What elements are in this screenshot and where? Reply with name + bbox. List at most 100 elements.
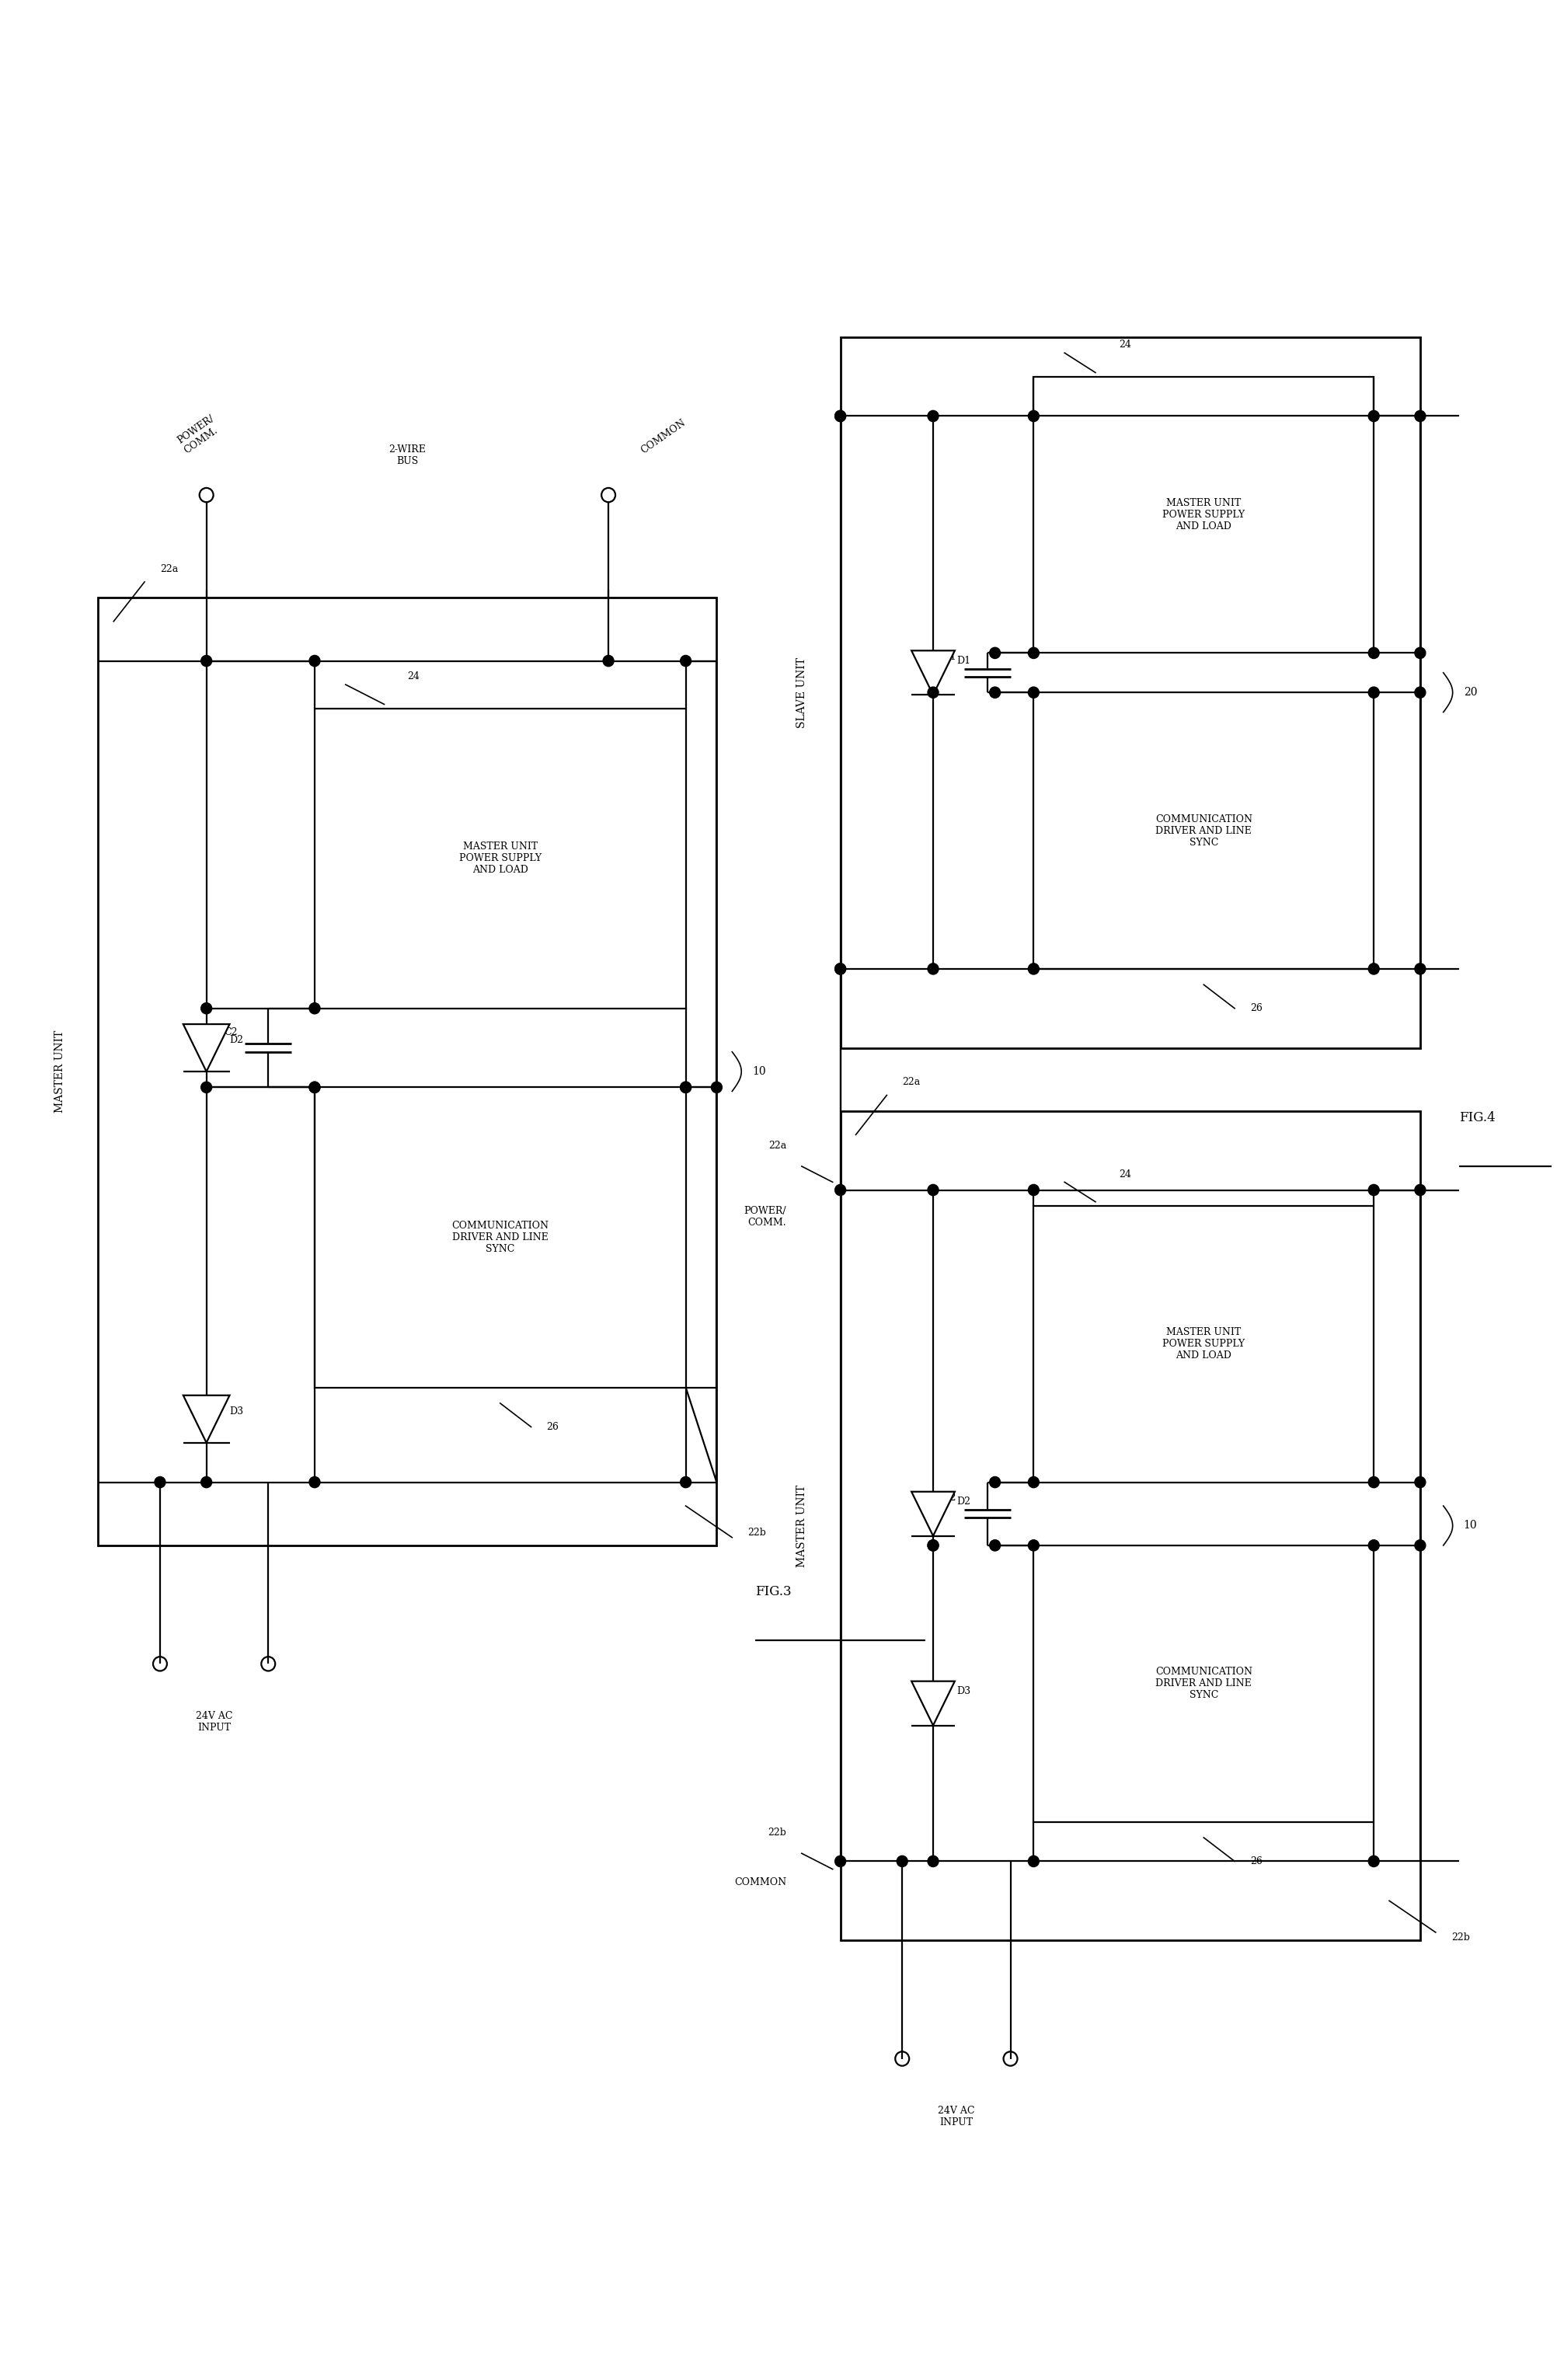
Circle shape bbox=[990, 1476, 1001, 1488]
Circle shape bbox=[310, 654, 321, 666]
Text: COMMUNICATION
DRIVER AND LINE
SYNC: COMMUNICATION DRIVER AND LINE SYNC bbox=[452, 1221, 548, 1254]
Circle shape bbox=[990, 688, 1001, 697]
Text: 22a: 22a bbox=[902, 1078, 920, 1088]
Circle shape bbox=[1415, 647, 1426, 659]
Text: D3: D3 bbox=[229, 1407, 244, 1416]
Polygon shape bbox=[911, 650, 954, 695]
Text: 22b: 22b bbox=[768, 1828, 786, 1837]
Text: 24: 24 bbox=[1118, 1169, 1130, 1178]
Text: 10: 10 bbox=[1464, 1521, 1478, 1530]
Circle shape bbox=[1369, 964, 1380, 973]
Circle shape bbox=[1369, 1540, 1380, 1552]
Bar bbox=[1034, 1207, 1373, 1483]
Circle shape bbox=[928, 409, 939, 421]
Text: 24: 24 bbox=[1118, 340, 1130, 350]
Polygon shape bbox=[911, 1680, 954, 1726]
Circle shape bbox=[680, 654, 691, 666]
Circle shape bbox=[603, 654, 613, 666]
Text: MASTER UNIT: MASTER UNIT bbox=[796, 1485, 807, 1566]
Circle shape bbox=[1415, 1476, 1426, 1488]
Circle shape bbox=[835, 1856, 845, 1866]
Text: 24V AC
INPUT: 24V AC INPUT bbox=[196, 1711, 232, 1733]
Circle shape bbox=[1369, 1856, 1380, 1866]
Text: D3: D3 bbox=[956, 1687, 970, 1697]
Circle shape bbox=[928, 1540, 939, 1552]
Polygon shape bbox=[184, 1395, 229, 1442]
Circle shape bbox=[1028, 964, 1039, 973]
Circle shape bbox=[310, 1083, 321, 1092]
Circle shape bbox=[154, 1476, 165, 1488]
Text: 26: 26 bbox=[1250, 1004, 1263, 1014]
Circle shape bbox=[1415, 1185, 1426, 1195]
Bar bbox=[315, 709, 685, 1009]
Circle shape bbox=[1415, 409, 1426, 421]
Bar bbox=[315, 1088, 685, 1388]
Circle shape bbox=[835, 964, 845, 973]
Circle shape bbox=[1369, 688, 1380, 697]
Circle shape bbox=[680, 1083, 691, 1092]
Text: POWER/
COMM.: POWER/ COMM. bbox=[176, 414, 223, 455]
Circle shape bbox=[680, 1476, 691, 1488]
Circle shape bbox=[1028, 1540, 1039, 1552]
Text: MASTER UNIT: MASTER UNIT bbox=[54, 1031, 65, 1114]
Circle shape bbox=[310, 1476, 321, 1488]
Text: C1: C1 bbox=[942, 652, 956, 662]
Text: D2: D2 bbox=[229, 1035, 243, 1045]
Text: 22a: 22a bbox=[768, 1140, 786, 1150]
Bar bbox=[841, 338, 1420, 1047]
Text: COMMON: COMMON bbox=[640, 416, 688, 455]
Circle shape bbox=[1369, 647, 1380, 659]
Circle shape bbox=[1369, 1185, 1380, 1195]
Circle shape bbox=[835, 1185, 845, 1195]
Circle shape bbox=[201, 1002, 212, 1014]
Circle shape bbox=[201, 1083, 212, 1092]
Text: 2-WIRE
BUS: 2-WIRE BUS bbox=[389, 445, 427, 466]
Text: C2: C2 bbox=[942, 1492, 956, 1504]
Text: C2: C2 bbox=[224, 1028, 237, 1038]
Text: 20: 20 bbox=[1464, 688, 1478, 697]
Circle shape bbox=[928, 1185, 939, 1195]
Text: FIG.3: FIG.3 bbox=[755, 1585, 791, 1597]
Circle shape bbox=[201, 1476, 212, 1488]
Circle shape bbox=[990, 647, 1001, 659]
Text: 22b: 22b bbox=[747, 1528, 766, 1537]
Text: 24: 24 bbox=[408, 671, 420, 681]
Text: D2: D2 bbox=[956, 1497, 970, 1507]
Text: COMMUNICATION
DRIVER AND LINE
SYNC: COMMUNICATION DRIVER AND LINE SYNC bbox=[1155, 1666, 1252, 1699]
Circle shape bbox=[928, 1540, 939, 1552]
Circle shape bbox=[1028, 1856, 1039, 1866]
Circle shape bbox=[835, 409, 845, 421]
Text: MASTER UNIT
POWER SUPPLY
AND LOAD: MASTER UNIT POWER SUPPLY AND LOAD bbox=[459, 843, 542, 876]
Circle shape bbox=[990, 1540, 1001, 1552]
Text: 22b: 22b bbox=[1451, 1933, 1470, 1942]
Text: 22a: 22a bbox=[160, 564, 177, 574]
Text: MASTER UNIT
POWER SUPPLY
AND LOAD: MASTER UNIT POWER SUPPLY AND LOAD bbox=[1163, 1328, 1246, 1361]
Circle shape bbox=[1415, 1540, 1426, 1552]
Text: COMMUNICATION
DRIVER AND LINE
SYNC: COMMUNICATION DRIVER AND LINE SYNC bbox=[1155, 814, 1252, 847]
Text: 10: 10 bbox=[752, 1066, 766, 1078]
Circle shape bbox=[201, 654, 212, 666]
Text: COMMON: COMMON bbox=[733, 1878, 786, 1887]
Text: MASTER UNIT
POWER SUPPLY
AND LOAD: MASTER UNIT POWER SUPPLY AND LOAD bbox=[1163, 497, 1246, 531]
Polygon shape bbox=[911, 1492, 954, 1535]
Circle shape bbox=[1028, 1185, 1039, 1195]
Circle shape bbox=[680, 1083, 691, 1092]
Circle shape bbox=[1369, 409, 1380, 421]
Circle shape bbox=[310, 1083, 321, 1092]
Circle shape bbox=[928, 964, 939, 973]
Text: 24V AC
INPUT: 24V AC INPUT bbox=[937, 2106, 975, 2128]
Polygon shape bbox=[184, 1023, 229, 1071]
Bar bbox=[1034, 1545, 1373, 1821]
Circle shape bbox=[1415, 688, 1426, 697]
Circle shape bbox=[835, 409, 845, 421]
Bar bbox=[841, 1111, 1420, 1940]
Text: POWER/
COMM.: POWER/ COMM. bbox=[744, 1207, 786, 1228]
Circle shape bbox=[1369, 1476, 1380, 1488]
Circle shape bbox=[1028, 688, 1039, 697]
Circle shape bbox=[1028, 409, 1039, 421]
Text: SLAVE UNIT: SLAVE UNIT bbox=[796, 657, 807, 728]
Bar bbox=[98, 597, 716, 1545]
Circle shape bbox=[1028, 1476, 1039, 1488]
Text: 26: 26 bbox=[547, 1421, 559, 1433]
Circle shape bbox=[928, 688, 939, 697]
